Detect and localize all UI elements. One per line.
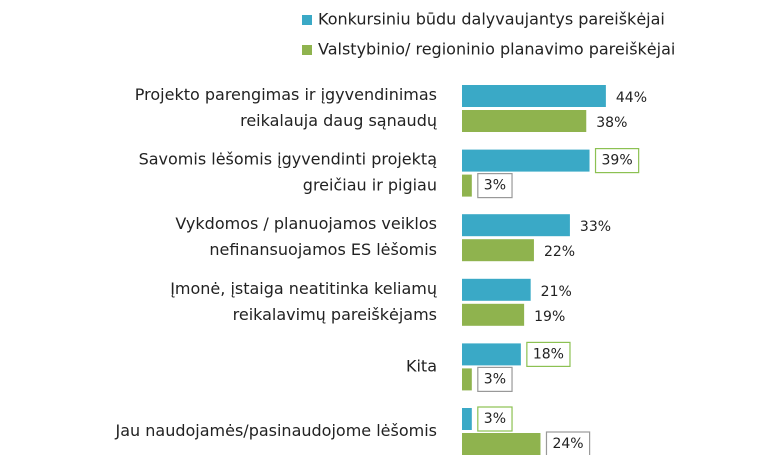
value-label: 21%: [541, 284, 572, 300]
category-label: Jau naudojamės/pasinaudojome lėšomis: [115, 421, 438, 440]
bar: [462, 433, 541, 455]
legend-swatch: [302, 15, 312, 25]
legend-swatch: [302, 45, 312, 55]
value-label-box: [477, 406, 513, 432]
value-label: 39%: [602, 153, 633, 169]
bar: [462, 149, 590, 172]
bar: [462, 343, 521, 366]
category-label: Vykdomos / planuojamos veiklos: [175, 214, 437, 233]
value-label: 3%: [484, 178, 506, 194]
value-label: 33%: [580, 219, 611, 235]
value-label: 38%: [596, 115, 627, 131]
bar: [462, 368, 472, 391]
category-label: Savomis lėšomis įgyvendinti projektą: [139, 150, 437, 169]
value-label-box: [545, 431, 591, 455]
bar: [462, 85, 606, 107]
category-label: greičiau ir pigiau: [303, 176, 437, 195]
value-label: 44%: [616, 90, 647, 106]
legend-label: Valstybinio/ regioninio planavimo pareiš…: [318, 40, 675, 59]
value-label: 19%: [534, 309, 565, 325]
legend-label: Konkursiniu būdu dalyvaujantys pareiškėj…: [318, 10, 665, 29]
bar: [462, 239, 534, 262]
value-label: 18%: [533, 346, 564, 362]
bar: [462, 174, 472, 197]
category-label: reikalavimų pareiškėjams: [233, 305, 437, 324]
category-label: reikalauja daug sąnaudų: [240, 111, 437, 130]
category-label: Projekto parengimas ir įgyvendinimas: [135, 85, 437, 104]
category-label: Įmonė, įstaiga neatitinka keliamų: [170, 279, 437, 298]
value-label: 3%: [484, 411, 506, 427]
category-label: Kita: [406, 356, 437, 375]
value-label-box: [594, 148, 640, 174]
category-label: nefinansuojamos ES lėšomis: [209, 240, 437, 259]
value-label: 22%: [544, 244, 575, 260]
bar: [462, 110, 587, 132]
value-label: 3%: [484, 371, 506, 387]
value-label-box: [526, 341, 571, 367]
value-label-box: [477, 366, 513, 392]
value-label-box: [477, 173, 513, 199]
bar: [462, 214, 570, 237]
value-label: 24%: [552, 436, 583, 452]
bar: [462, 408, 472, 430]
bar: [462, 278, 531, 301]
bar: [462, 303, 525, 326]
